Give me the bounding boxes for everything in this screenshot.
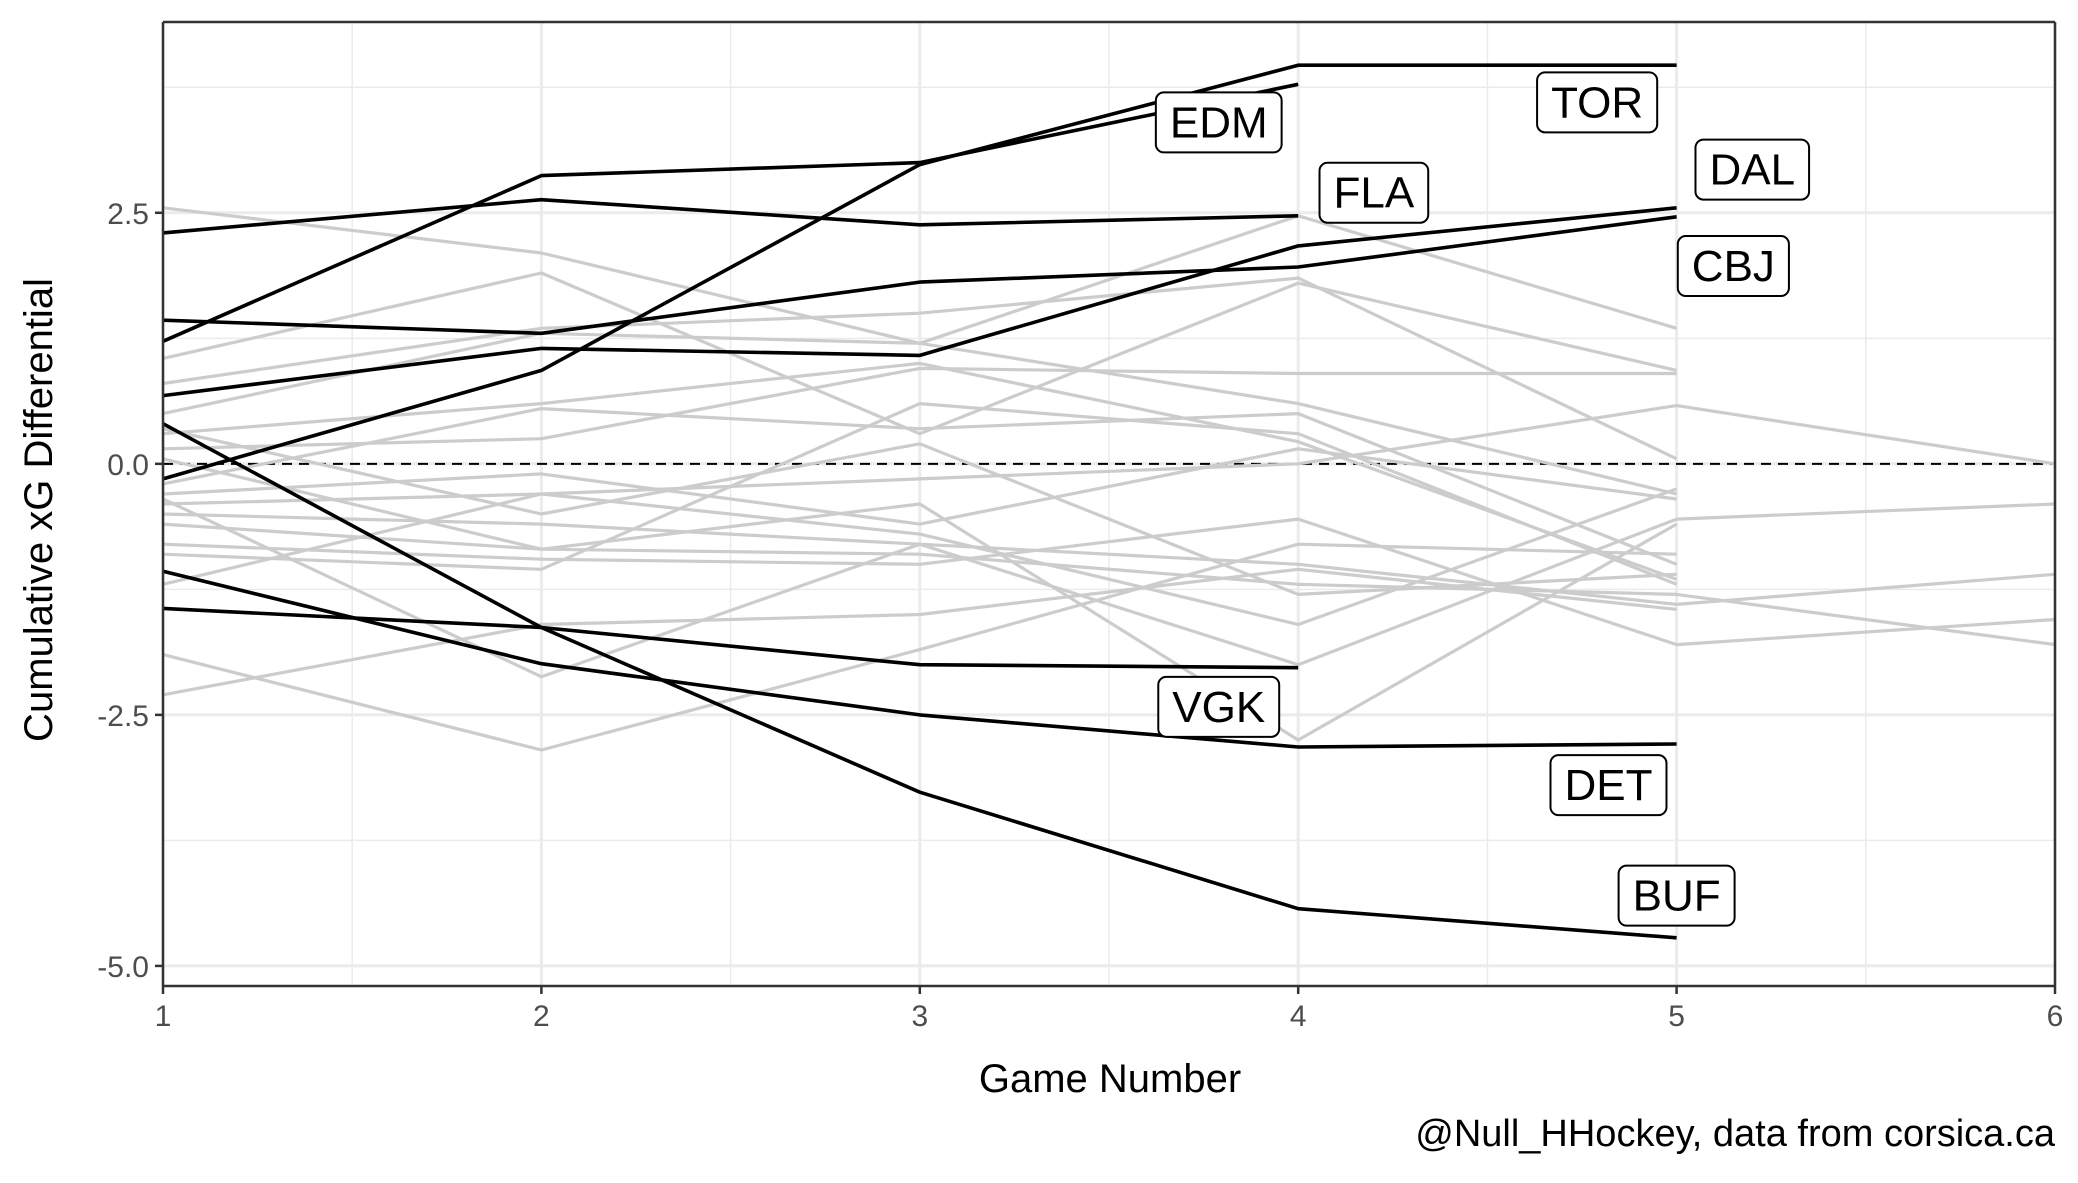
background-series-line-18: [162, 402, 1678, 586]
team-label-cbj: CBJ: [1676, 235, 1790, 298]
series-line-edm: [162, 82, 1299, 343]
team-label-text: BUF: [1633, 872, 1721, 921]
background-series-line-17: [162, 457, 1678, 742]
series-line-cbj: [162, 215, 1677, 336]
x-tick-label: 3: [911, 1000, 928, 1033]
team-label-text: VGK: [1172, 683, 1265, 732]
background-series-line-6: [162, 366, 1677, 451]
team-label-det: DET: [1549, 754, 1668, 817]
background-series-line-8: [162, 447, 1677, 526]
team-label-fla: FLA: [1318, 161, 1430, 224]
background-series-line-12: [162, 517, 2056, 647]
team-label-box: [1676, 235, 1790, 298]
team-label-box: [1318, 161, 1430, 224]
team-label-text: FLA: [1334, 169, 1415, 218]
grid-layer: [161, 22, 2057, 986]
y-tick-label: -2.5: [97, 700, 149, 733]
background-series-line-5: [162, 361, 1678, 581]
highlight-series-layer: [162, 63, 1677, 940]
team-label-buf: BUF: [1617, 864, 1736, 927]
team-label-tor: TOR: [1536, 71, 1659, 134]
team-label-box: [1154, 91, 1283, 154]
x-tick-label: 6: [2047, 1000, 2064, 1033]
background-series-line-16: [162, 542, 1677, 752]
x-axis-title: Game Number: [979, 1057, 1241, 1101]
background-series-line-19: [162, 427, 1677, 597]
team-label-box: [1157, 675, 1281, 738]
y-tick-label: -5.0: [97, 951, 149, 984]
caption: @Null_HHockey, data from corsica.ca: [1415, 1113, 2056, 1155]
axis-layer: 1 2 3 4 5 6 -5.0 -2.5 0.0 2.5: [97, 20, 2064, 1033]
background-series-line-10: [162, 512, 2056, 607]
x-tick-label: 1: [155, 1000, 172, 1033]
series-line-dal: [162, 206, 1677, 398]
x-tick-label: 5: [1668, 1000, 1685, 1033]
team-label-box: [1536, 71, 1659, 134]
team-label-edm: EDM: [1154, 91, 1283, 154]
x-tick-label: 4: [1290, 1000, 1307, 1033]
series-line-fla: [162, 197, 1299, 235]
background-series-line-7: [162, 407, 1678, 566]
background-series-line-3: [162, 276, 1678, 461]
x-tick-label: 2: [533, 1000, 550, 1033]
team-label-dal: DAL: [1694, 138, 1811, 201]
background-series-line-2: [162, 271, 1677, 436]
team-label-box: [1694, 138, 1811, 201]
team-label-text: CBJ: [1692, 242, 1775, 291]
team-label-box: [1549, 754, 1668, 817]
team-label-text: EDM: [1170, 98, 1268, 147]
team-label-layer: TOR EDM FLA DAL CBJ VGK DET BUF: [1154, 71, 1811, 927]
team-label-text: DAL: [1709, 146, 1795, 195]
series-line-buf: [162, 422, 1677, 940]
team-label-box: [1617, 864, 1736, 927]
background-series-line-4: [162, 331, 1677, 496]
background-series-line-9: [162, 404, 2056, 506]
y-axis-title: Cumulative xG Differential: [17, 278, 61, 742]
team-label-text: DET: [1564, 761, 1652, 810]
background-series-line-13: [162, 487, 1678, 627]
background-series-line-11: [162, 522, 2056, 647]
y-tick-label: 0.0: [107, 449, 149, 482]
y-tick-label: 2.5: [107, 198, 149, 231]
team-label-vgk: VGK: [1157, 675, 1281, 738]
team-label-text: TOR: [1551, 78, 1643, 127]
series-line-det: [162, 569, 1677, 749]
background-series-line-14: [162, 567, 1677, 697]
series-line-tor: [162, 63, 1677, 481]
